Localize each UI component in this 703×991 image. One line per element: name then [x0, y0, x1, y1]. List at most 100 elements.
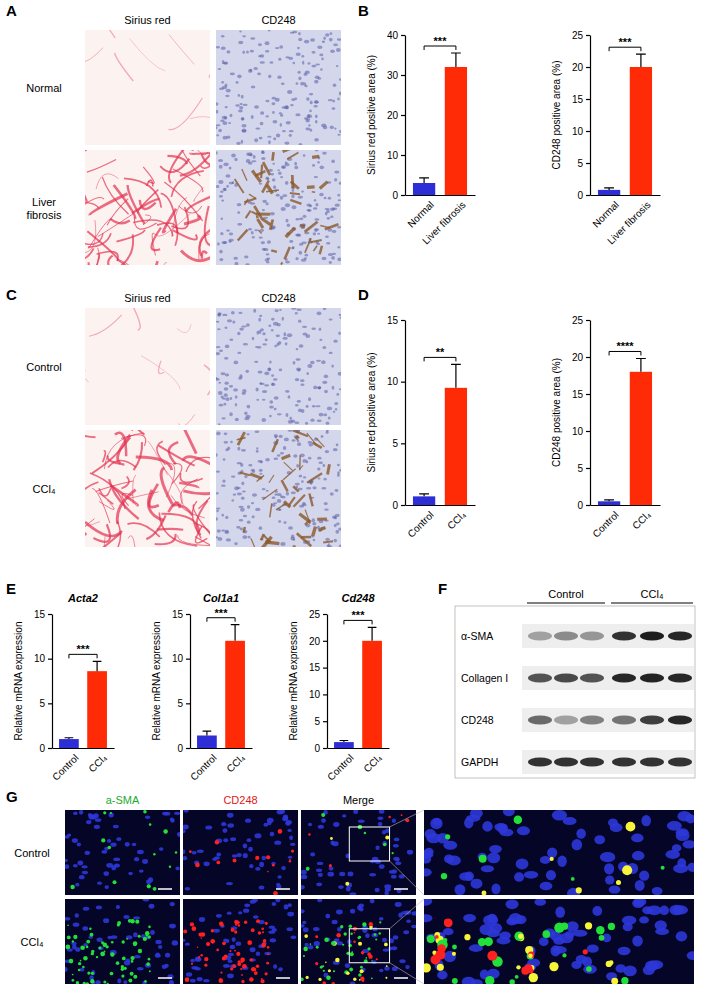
stain — [305, 520, 309, 525]
nucleus — [255, 346, 258, 348]
signal — [148, 926, 151, 929]
signal — [210, 939, 215, 944]
nucleus — [117, 979, 121, 984]
nucleus — [313, 385, 317, 389]
nucleus — [242, 129, 247, 132]
stain — [313, 527, 316, 537]
nucleus — [375, 860, 381, 864]
nucleus — [280, 452, 284, 455]
stain — [252, 212, 257, 215]
nucleus — [313, 539, 316, 541]
y-tick-label: 25 — [309, 609, 321, 620]
nucleus — [323, 307, 327, 311]
signal — [353, 940, 356, 943]
nucleus — [279, 435, 283, 438]
nucleus — [312, 164, 315, 167]
nucleus — [314, 176, 318, 178]
signal — [143, 937, 147, 941]
nucleus — [277, 323, 281, 326]
signal — [113, 880, 117, 884]
signal — [308, 833, 311, 836]
stain — [281, 263, 283, 264]
significance-label: **** — [616, 340, 634, 352]
blot-band — [640, 758, 664, 767]
nucleus — [318, 825, 324, 829]
nucleus — [261, 241, 265, 244]
nucleus — [291, 307, 296, 310]
column-header: Sirius red — [124, 14, 170, 26]
nucleus — [563, 817, 577, 825]
stain — [317, 518, 327, 521]
panel-letter: D — [358, 286, 369, 303]
stain — [235, 179, 244, 193]
nucleus — [232, 320, 235, 323]
nucleus — [291, 98, 295, 101]
nucleus — [278, 520, 281, 523]
nucleus — [455, 884, 466, 895]
nucleus — [230, 441, 233, 444]
nucleus — [243, 104, 248, 106]
image-if-2-1-z — [417, 897, 699, 987]
nucleus — [325, 538, 329, 541]
signal — [340, 925, 343, 928]
signal — [72, 940, 74, 942]
error-bar — [203, 731, 212, 735]
signal — [315, 962, 318, 965]
y-tick-label: 5 — [392, 438, 398, 449]
nucleus — [306, 487, 311, 490]
nucleus — [265, 338, 268, 341]
nucleus — [306, 405, 309, 408]
nucleus — [319, 328, 322, 331]
blot-band — [554, 632, 578, 641]
nucleus — [362, 929, 367, 933]
nucleus — [470, 808, 483, 818]
signal — [204, 957, 208, 961]
image-ihc-fibrosis — [214, 148, 343, 266]
nucleus — [332, 107, 336, 110]
nucleus — [686, 814, 696, 823]
nucleus — [296, 82, 299, 85]
nucleus — [305, 334, 310, 338]
nucleus — [218, 313, 222, 315]
nucleus — [169, 924, 176, 929]
bar — [413, 183, 435, 195]
fiber — [180, 473, 202, 482]
nucleus — [227, 823, 234, 827]
nucleus — [391, 875, 397, 879]
signal — [135, 920, 139, 924]
error-bar — [636, 54, 646, 67]
nucleus — [294, 421, 299, 424]
fiber — [64, 202, 99, 209]
panel-letter: B — [358, 2, 369, 19]
nucleus — [285, 390, 289, 393]
nucleus — [282, 130, 286, 132]
nucleus — [324, 509, 329, 511]
nucleus — [394, 838, 400, 842]
y-axis-line — [52, 615, 53, 749]
nucleus — [86, 820, 91, 824]
signal — [76, 981, 79, 984]
nucleus — [303, 154, 306, 156]
blot-band — [554, 716, 578, 725]
y-tick-mark — [586, 195, 590, 196]
nucleus — [379, 864, 385, 869]
plot-area — [413, 53, 467, 195]
signal — [86, 940, 90, 944]
stain — [272, 152, 273, 160]
row-label-line: Control — [26, 361, 61, 373]
nucleus — [260, 461, 263, 464]
nucleus — [302, 459, 307, 463]
stain — [325, 224, 339, 229]
nucleus — [278, 341, 281, 345]
nucleus — [110, 843, 116, 847]
image-background — [216, 430, 341, 547]
nucleus — [228, 953, 234, 956]
stain — [238, 230, 248, 241]
bar-chart: 051015ControlCCl₄Relative mRNA expressio… — [151, 592, 253, 783]
nucleus — [342, 814, 346, 817]
nucleus — [230, 397, 233, 400]
stain — [260, 165, 263, 179]
fiber — [80, 371, 89, 382]
nucleus — [635, 880, 645, 891]
row-label-line: Normal — [26, 82, 61, 94]
